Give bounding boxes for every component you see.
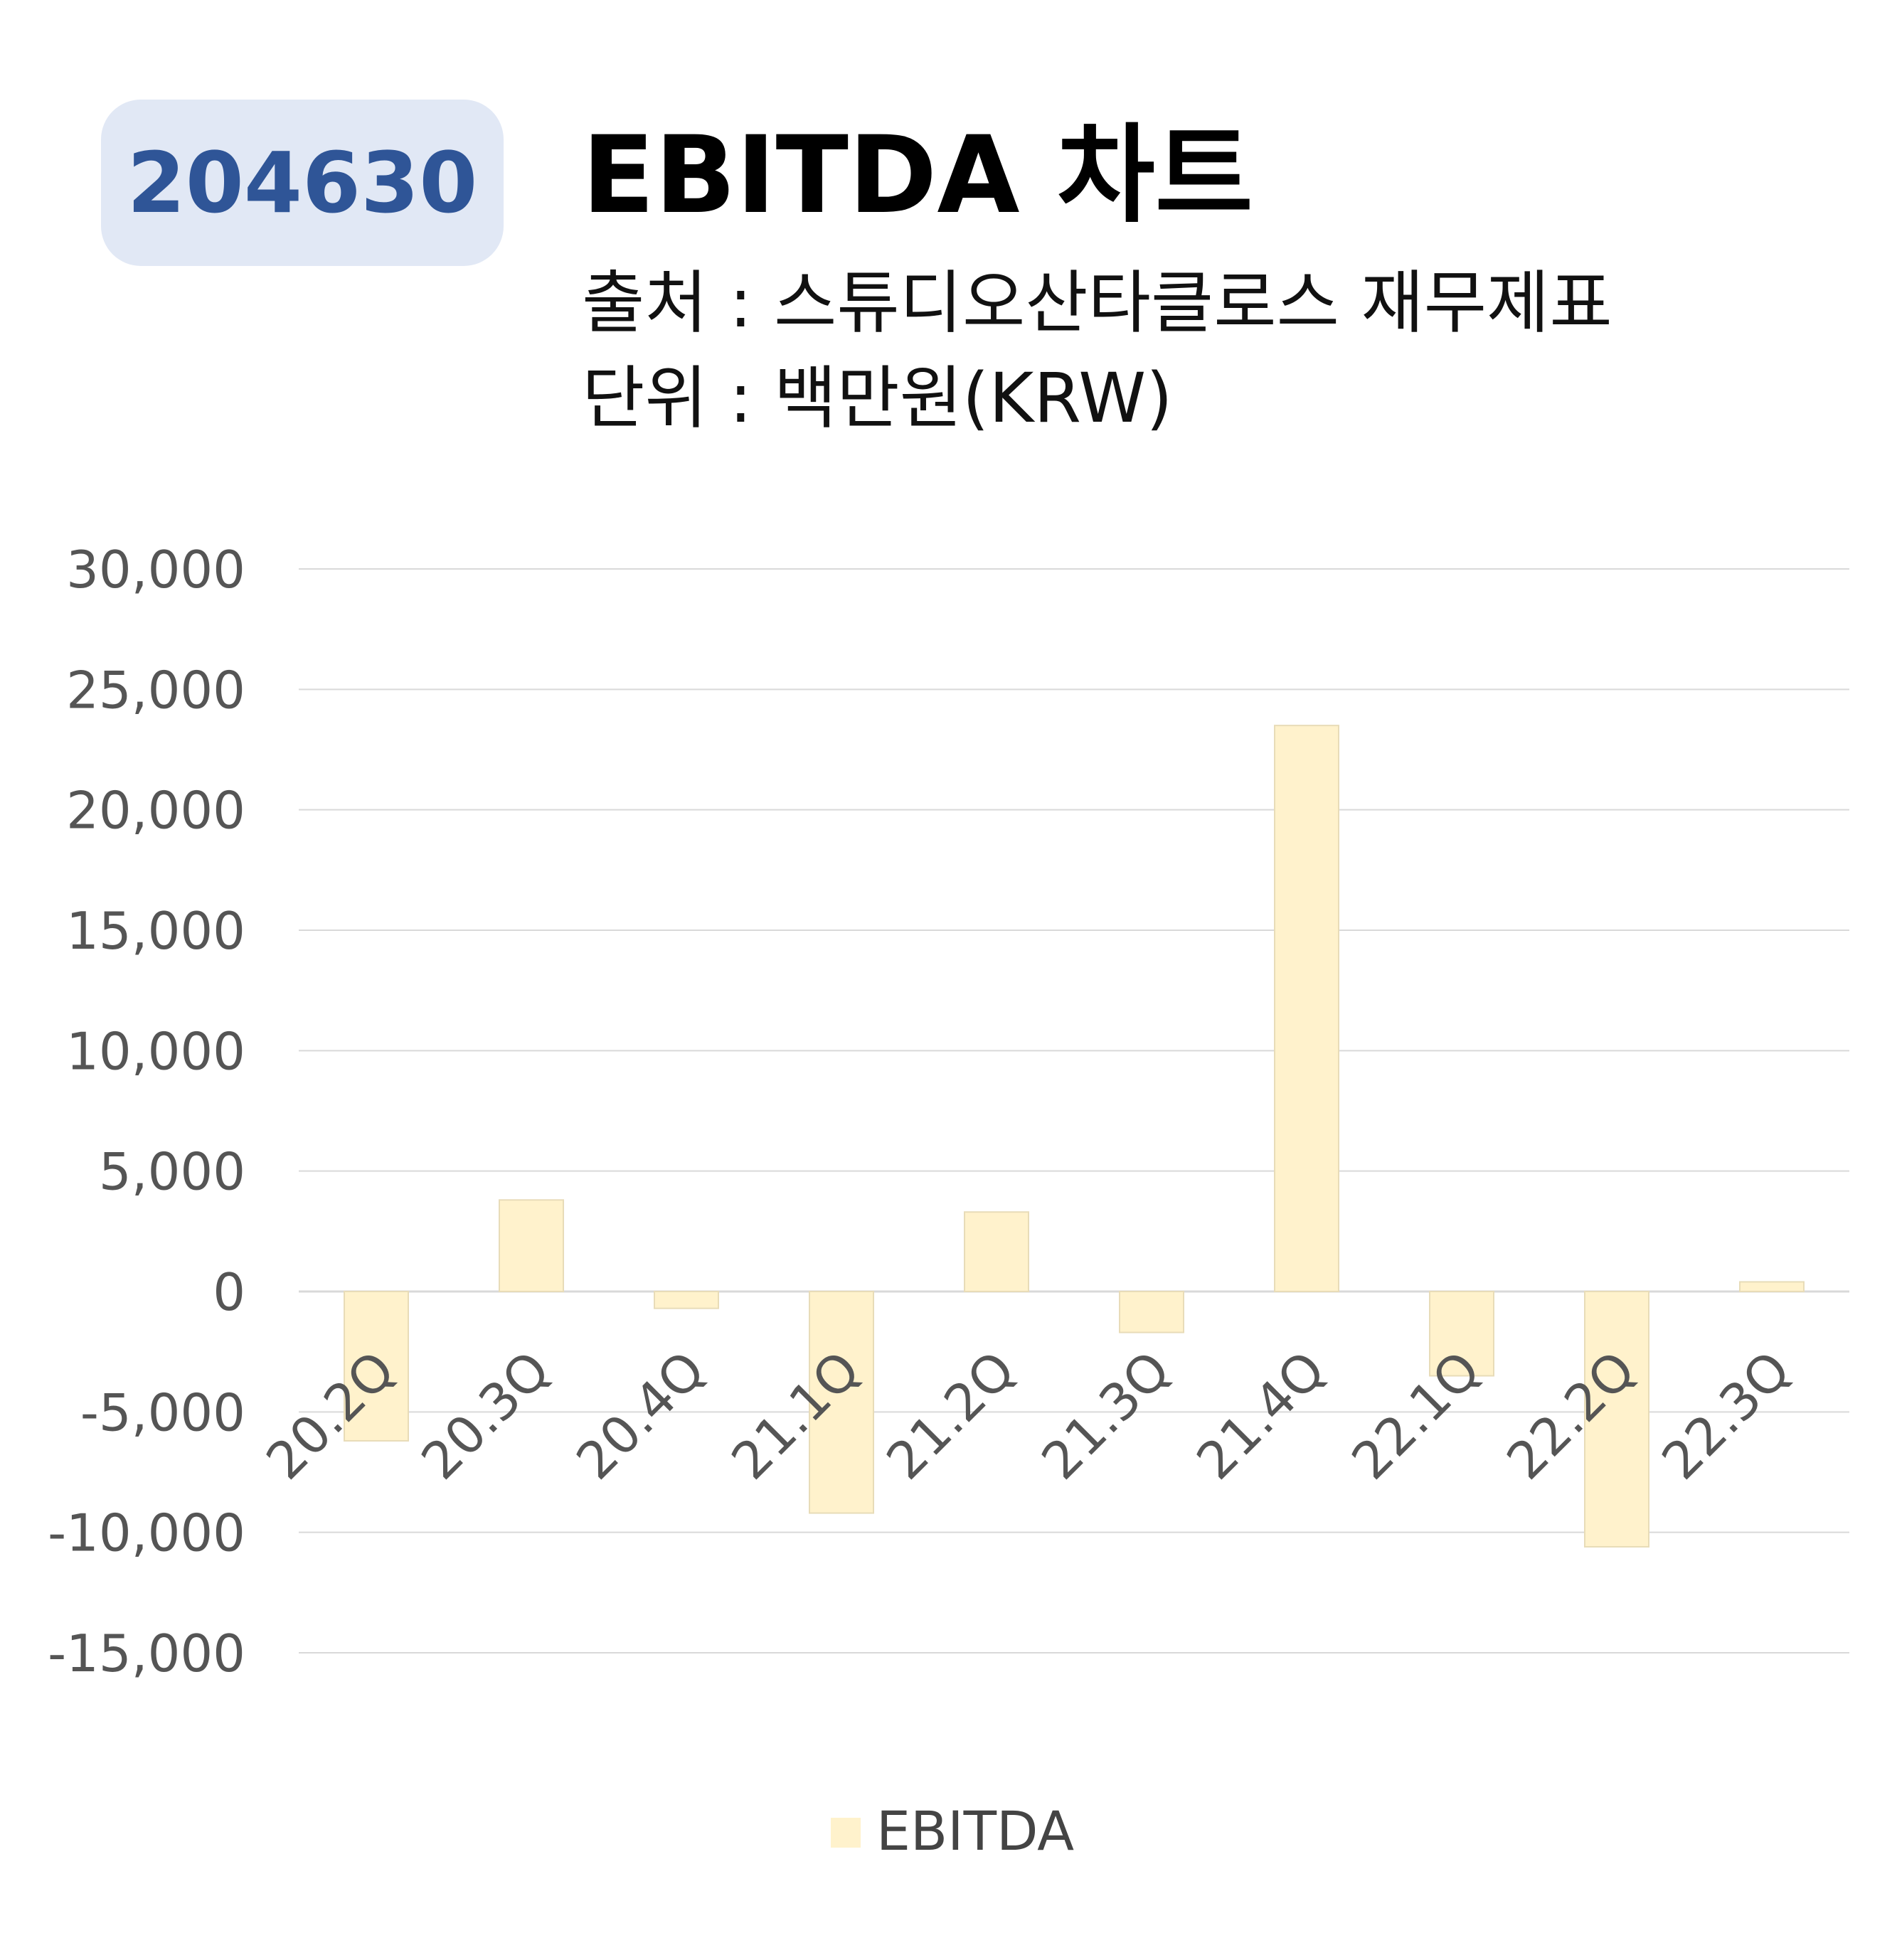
- bars: [344, 725, 1805, 1548]
- legend-label: EBITDA: [876, 1799, 1074, 1863]
- bar-22.1Q: [1429, 1291, 1494, 1377]
- bar-21.2Q: [964, 1211, 1029, 1292]
- bar-20.3Q: [499, 1199, 564, 1292]
- y-tick-label: 25,000: [66, 660, 245, 720]
- bar-20.4Q: [654, 1291, 719, 1309]
- x-tick-label: 21.4Q: [1185, 1340, 1337, 1491]
- bar-22.3Q: [1739, 1281, 1805, 1293]
- unit-note: 단위 : 백만원(KRW): [582, 358, 1173, 438]
- bar-21.1Q: [809, 1291, 874, 1514]
- x-tick-label: 20.3Q: [410, 1340, 561, 1491]
- y-tick-label: -5,000: [80, 1383, 245, 1442]
- bar-20.2Q: [344, 1291, 409, 1442]
- legend-swatch: [831, 1818, 861, 1848]
- y-tick-label: 15,000: [66, 901, 245, 961]
- source-note: 출처 : 스튜디오산타클로스 재무제표: [582, 263, 1612, 343]
- y-axis-ticks: 30,000 25,000 20,000 15,000 10,000 5,000 0 -5,0…: [48, 540, 245, 1683]
- x-tick-label: 21.3Q: [1030, 1340, 1181, 1491]
- y-tick-label: -10,000: [48, 1503, 245, 1563]
- x-tick-label: 21.2Q: [875, 1340, 1026, 1491]
- y-tick-label: 30,000: [66, 540, 245, 600]
- y-tick-label: -15,000: [48, 1624, 245, 1683]
- chart-title: EBITDA 차트: [582, 114, 1253, 238]
- x-tick-label: 22.1Q: [1340, 1340, 1492, 1491]
- x-tick-label: 22.3Q: [1650, 1340, 1802, 1491]
- y-tick-label: 5,000: [99, 1142, 245, 1202]
- bar-21.3Q: [1119, 1291, 1184, 1333]
- x-axis-ticks: 20.2Q 20.3Q 20.4Q 21.1Q 21.2Q 21.3Q 21.4Q 22.1Q…: [255, 1340, 1802, 1491]
- bar-22.2Q: [1584, 1291, 1649, 1548]
- bar-21.4Q: [1274, 725, 1339, 1292]
- y-tick-label: 20,000: [66, 781, 245, 841]
- stock-code-badge: 204630: [101, 100, 504, 266]
- y-tick-label: 0: [213, 1262, 245, 1322]
- legend: EBITDA: [831, 1799, 1074, 1863]
- x-tick-label: 20.4Q: [565, 1340, 716, 1491]
- y-tick-label: 10,000: [66, 1021, 245, 1081]
